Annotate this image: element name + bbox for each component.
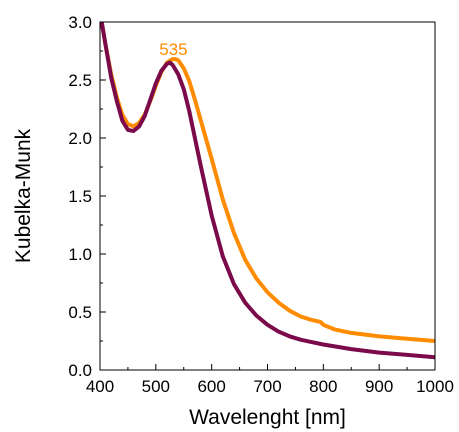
y-tick-label: 3.0 bbox=[68, 13, 92, 32]
x-axis-title: Wavelenght [nm] bbox=[189, 406, 346, 429]
x-tick-label: 400 bbox=[86, 377, 114, 396]
annotations: 535 bbox=[159, 40, 187, 59]
plot-border bbox=[99, 21, 436, 371]
y-tick-label: 0.0 bbox=[68, 361, 92, 380]
x-tick-label: 800 bbox=[309, 377, 337, 396]
y-tick-label: 2.0 bbox=[68, 129, 92, 148]
series-layer bbox=[100, 22, 435, 360]
series-line-1 bbox=[100, 22, 435, 343]
x-tick-label: 700 bbox=[253, 377, 281, 396]
x-tick-label: 500 bbox=[142, 377, 170, 396]
series-line-2 bbox=[100, 22, 435, 360]
plot-frame bbox=[99, 21, 436, 371]
y-axis-title: Kubelka-Munk bbox=[12, 128, 35, 263]
x-tick-label: 900 bbox=[365, 377, 393, 396]
y-tick-label: 1.0 bbox=[68, 245, 92, 264]
x-tick-label: 1000 bbox=[416, 377, 454, 396]
y-tick-label: 2.5 bbox=[68, 71, 92, 90]
axis-ticks: 400 500 600 700 800 900 1000 0.0 0.5 1.0 1.5 2.0 2.5… bbox=[68, 13, 454, 396]
peak-annotation: 535 bbox=[159, 40, 187, 59]
y-tick-label: 0.5 bbox=[68, 303, 92, 322]
x-tick-label: 600 bbox=[197, 377, 225, 396]
y-tick-label: 1.5 bbox=[68, 187, 92, 206]
